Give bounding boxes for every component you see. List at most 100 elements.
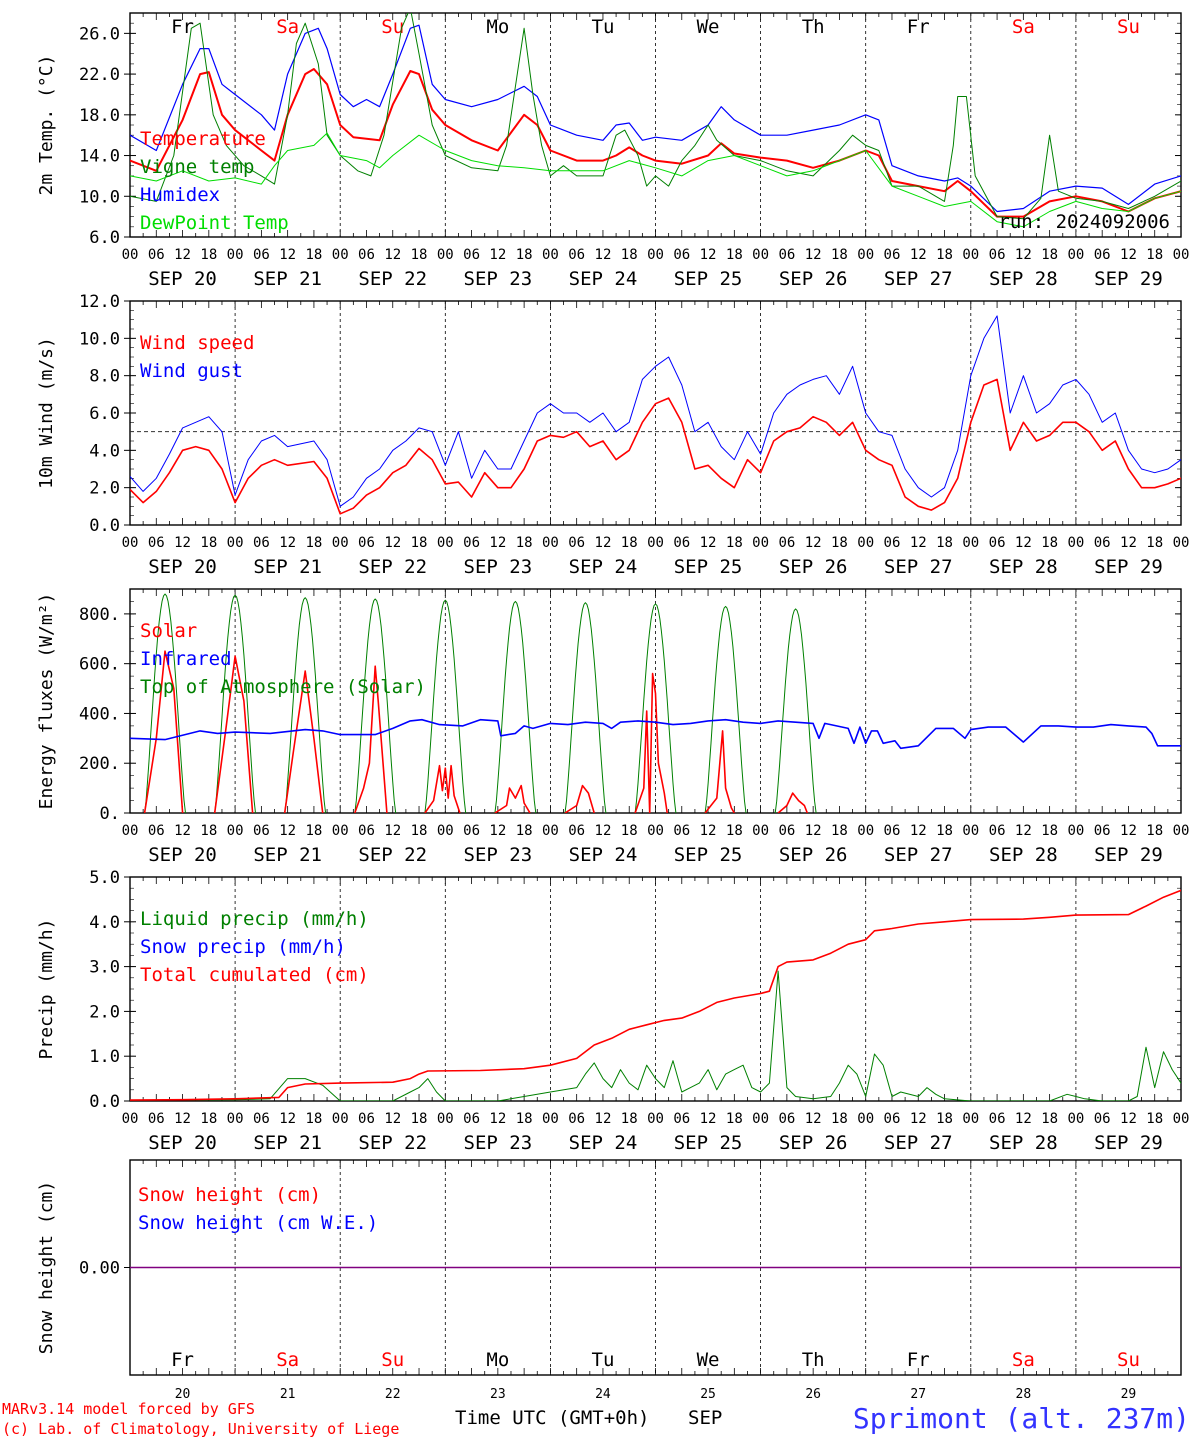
x-hour-label: 00	[227, 1111, 244, 1127]
day-of-week-label: Fr	[171, 16, 194, 38]
x-hour-label: 12	[489, 1111, 506, 1127]
x-hour-label: 00	[962, 1111, 979, 1127]
x-date-label: SEP 21	[253, 268, 322, 290]
x-date-label: SEP 22	[358, 844, 427, 866]
footer-model-line: MARv3.14 model forced by GFS	[2, 1400, 255, 1418]
x-hour-label: 06	[568, 823, 585, 839]
legend-entry: Temperature	[140, 128, 266, 150]
y-tick-label: 18.0	[79, 106, 120, 126]
y-tick-label: 10.0	[79, 187, 120, 207]
x-hour-label: 12	[595, 247, 612, 263]
x-hour-label: 06	[778, 1111, 795, 1127]
x-hour-label: 12	[910, 247, 927, 263]
x-date-label: SEP 23	[464, 268, 533, 290]
x-hour-label: 06	[568, 247, 585, 263]
x-hour-label: 00	[227, 823, 244, 839]
x-hour-label: 12	[1015, 823, 1032, 839]
legend-entry: Top of Atmosphere (Solar)	[140, 676, 426, 698]
x-date-label: SEP 24	[569, 1132, 638, 1154]
x-date-label: SEP 29	[1094, 844, 1163, 866]
x-hour-label: 06	[778, 247, 795, 263]
x-date-label: SEP 26	[779, 268, 848, 290]
y-tick-label: 0.0	[89, 516, 120, 536]
y-tick-label: 14.0	[79, 147, 120, 167]
x-hour-label: 06	[253, 1111, 270, 1127]
solar-line	[777, 792, 809, 813]
y-axis-label: Precip (mm/h)	[36, 919, 57, 1060]
x-hour-label: 18	[411, 1111, 428, 1127]
footer-time-label: Time UTC (GMT+0h)	[455, 1407, 649, 1429]
day-of-week-label: Fr	[171, 1349, 194, 1371]
y-tick-label: 1.0	[89, 1047, 120, 1067]
x-hour-label: 00	[1067, 247, 1084, 263]
x-hour-label: 18	[726, 1111, 743, 1127]
day-of-week-label: Mo	[486, 1349, 509, 1371]
x-hour-label: 18	[200, 247, 217, 263]
legend-entry: Solar	[140, 620, 197, 642]
plot-lines	[130, 889, 1181, 1101]
x-hour-label: 06	[148, 823, 165, 839]
day-number-label: 22	[385, 1387, 401, 1402]
x-date-label: SEP 24	[569, 556, 638, 578]
panel-temp: 6.0 10.0 14.0 18.0 22.0 26.0 2m Temp. (°C) 00 06…	[36, 12, 1189, 290]
x-hour-label: 06	[148, 247, 165, 263]
x-hour-label: 06	[253, 823, 270, 839]
day-of-week-label: Sa	[1012, 1349, 1035, 1371]
x-hour-label: 00	[962, 823, 979, 839]
x-hour-label: 18	[516, 823, 533, 839]
x-hour-label: 06	[778, 823, 795, 839]
toa-solar-line	[494, 600, 537, 813]
solar-line	[634, 672, 668, 813]
x-hour-label: 06	[358, 1111, 375, 1127]
x-date-label: SEP 23	[464, 844, 533, 866]
x-hour-label: 18	[621, 823, 638, 839]
x-hour-label: 00	[332, 247, 349, 263]
x-hour-label: 12	[700, 247, 717, 263]
x-hour-label: 12	[384, 535, 401, 551]
x-hour-label: 12	[805, 1111, 822, 1127]
x-hour-label: 18	[411, 247, 428, 263]
solar-line	[564, 784, 595, 813]
x-hour-label: 18	[305, 1111, 322, 1127]
x-hour-label: 00	[752, 1111, 769, 1127]
day-number-label: 27	[910, 1387, 926, 1402]
day-of-week-label: Sa	[276, 1349, 299, 1371]
total-cumulated-cm-line	[130, 889, 1181, 1101]
x-hour-label: 06	[148, 535, 165, 551]
y-axis-label: Energy fluxes (W/m²)	[36, 593, 57, 810]
x-hour-label: 00	[542, 1111, 559, 1127]
x-hour-label: 00	[122, 1111, 139, 1127]
x-hour-label: 12	[174, 535, 191, 551]
x-date-label: SEP 22	[358, 556, 427, 578]
vigne-temp-line	[130, 13, 1181, 220]
x-hour-label: 00	[647, 535, 664, 551]
x-date-label: SEP 25	[674, 268, 743, 290]
y-tick-label: 6.0	[89, 404, 120, 424]
x-hour-label: 06	[253, 535, 270, 551]
footer-month-label: SEP	[688, 1407, 722, 1429]
x-hour-label: 00	[227, 535, 244, 551]
y-tick-label: 6.0	[89, 228, 120, 248]
x-hour-label: 06	[463, 535, 480, 551]
x-hour-label: 00	[332, 823, 349, 839]
x-hour-label: 00	[752, 535, 769, 551]
day-number-label: 24	[595, 1387, 611, 1402]
day-number-label: 21	[280, 1387, 296, 1402]
x-hour-label: 06	[1094, 535, 1111, 551]
x-hour-label: 06	[568, 535, 585, 551]
x-hour-label: 12	[1120, 823, 1137, 839]
x-hour-label: 12	[1015, 1111, 1032, 1127]
legend-entry: Vigne temp	[140, 156, 254, 178]
x-hour-label: 12	[279, 535, 296, 551]
y-tick-label: 10.0	[79, 329, 120, 349]
x-hour-label: 12	[489, 535, 506, 551]
x-hour-label: 18	[305, 247, 322, 263]
toa-solar-line	[634, 603, 677, 813]
x-hour-label: 12	[279, 247, 296, 263]
x-hour-label: 18	[621, 247, 638, 263]
y-tick-label: 0.	[100, 804, 120, 824]
x-hour-label: 06	[568, 1111, 585, 1127]
y-tick-label: 200.	[79, 754, 120, 774]
toa-solar-line	[564, 602, 607, 813]
x-hour-label: 12	[279, 823, 296, 839]
